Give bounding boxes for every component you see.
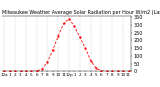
Text: Milwaukee Weather Average Solar Radiation per Hour W/m2 (Last 24 Hours): Milwaukee Weather Average Solar Radiatio…	[2, 10, 160, 15]
